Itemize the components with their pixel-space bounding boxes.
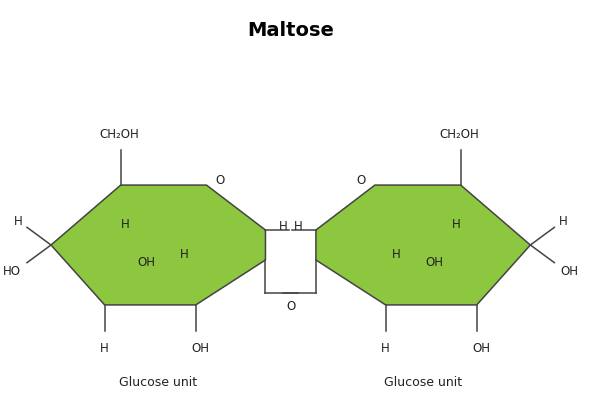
- Text: OH: OH: [138, 256, 156, 269]
- Text: H: H: [100, 341, 109, 355]
- Text: H: H: [559, 215, 567, 228]
- Text: H: H: [381, 341, 390, 355]
- Text: O: O: [356, 174, 365, 187]
- Text: H: H: [181, 248, 189, 261]
- Text: CH₂OH: CH₂OH: [99, 128, 139, 141]
- Text: Glucose unit: Glucose unit: [384, 376, 462, 389]
- Text: OH: OH: [473, 341, 491, 355]
- Text: Glucose unit: Glucose unit: [119, 376, 197, 389]
- Text: H: H: [452, 218, 460, 231]
- Text: H: H: [392, 248, 401, 261]
- Polygon shape: [51, 185, 266, 305]
- Text: OH: OH: [425, 256, 444, 269]
- Text: Maltose: Maltose: [247, 21, 334, 40]
- Text: H: H: [294, 220, 302, 233]
- Text: HO: HO: [3, 265, 21, 278]
- Text: O: O: [216, 174, 225, 187]
- Text: CH₂OH: CH₂OH: [439, 128, 479, 141]
- Text: H: H: [14, 215, 23, 228]
- Text: H: H: [121, 218, 130, 231]
- Text: OH: OH: [192, 341, 210, 355]
- Text: H: H: [278, 220, 288, 233]
- Polygon shape: [316, 185, 531, 305]
- Text: OH: OH: [561, 265, 578, 278]
- Text: O: O: [286, 300, 296, 313]
